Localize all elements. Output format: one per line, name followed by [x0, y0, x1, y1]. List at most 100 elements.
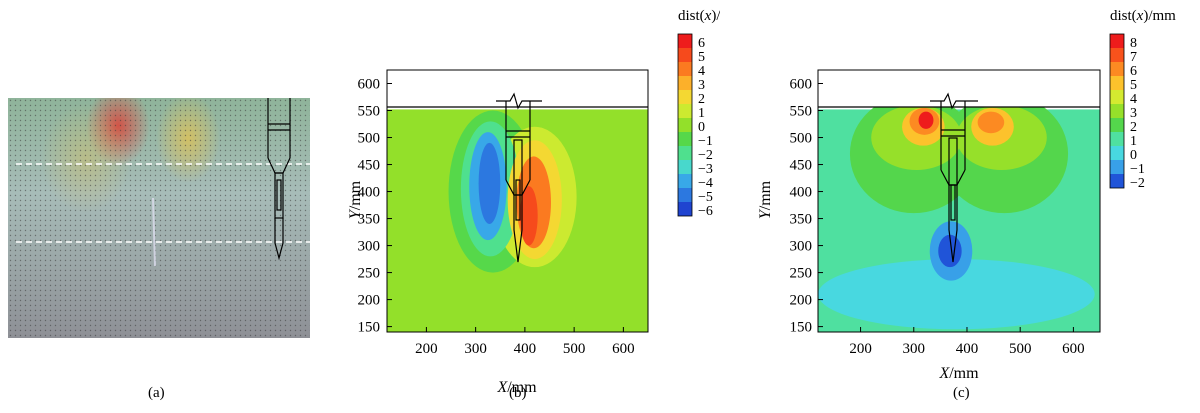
colorbar-swatch [1110, 76, 1124, 90]
y-axis-label: Y/mm [757, 180, 774, 219]
colorbar-label: −5 [698, 190, 713, 205]
y-tick-label: 300 [790, 239, 813, 255]
contour-region [977, 111, 1005, 134]
colorbar-label: 7 [1130, 50, 1137, 65]
x-tick-label: 300 [903, 341, 926, 357]
x-tick-label: 300 [464, 341, 487, 357]
y-tick-label: 550 [358, 104, 381, 120]
colorbar-swatch [678, 62, 692, 76]
y-tick-label: 350 [790, 212, 813, 228]
colorbar-label: 1 [698, 106, 705, 121]
y-tick-label: 450 [358, 158, 381, 174]
colorbar-label: 4 [1130, 92, 1137, 107]
y-tick-label: 600 [790, 77, 813, 93]
y-tick-label: 300 [358, 239, 381, 255]
y-tick-label: 500 [790, 131, 813, 147]
colorbar-label: −1 [1130, 162, 1145, 177]
colorbar-label: 8 [1130, 36, 1137, 51]
colorbar-label: −2 [1130, 176, 1145, 191]
colorbar-label: 6 [1130, 64, 1137, 79]
colorbar-swatch [678, 34, 692, 48]
colorbar-swatch [1110, 132, 1124, 146]
y-tick-label: 150 [358, 320, 381, 336]
y-tick-label: 250 [358, 266, 381, 282]
caption-a: (a) [148, 385, 165, 401]
colorbar-swatch [1110, 90, 1124, 104]
probe-icon [496, 92, 542, 263]
x-axis-label: X/mm [496, 379, 537, 396]
colorbar-label: −6 [698, 204, 713, 219]
colorbar-label: 3 [698, 78, 705, 93]
colorbar-label: 5 [698, 50, 705, 65]
colorbar-label: 4 [698, 64, 705, 79]
colorbar-swatch [1110, 118, 1124, 132]
colorbar-swatch [678, 188, 692, 202]
colorbar-swatch [1110, 34, 1124, 48]
colorbar-swatch [1110, 174, 1124, 188]
colorbar-swatch [678, 174, 692, 188]
colorbar-swatch [678, 118, 692, 132]
y-tick-label: 200 [358, 293, 381, 309]
colorbar-swatch [678, 160, 692, 174]
colorbar-title: dist(x)/mm [1110, 8, 1176, 24]
x-tick-label: 500 [563, 341, 586, 357]
y-tick-label: 200 [790, 293, 813, 309]
heatmap-b: 200 300 400 500 600 600550500450400350300250… [347, 8, 744, 396]
colorbar-swatch [678, 146, 692, 160]
y-tick-label: 150 [790, 320, 813, 336]
colorbar-label: −3 [698, 162, 713, 177]
colorbar-label: −2 [698, 148, 713, 163]
x-tick-label: 500 [1009, 341, 1032, 357]
colorbar-swatch [678, 132, 692, 146]
colorbar-title: dist(x)/mm [678, 8, 720, 24]
colorbar-swatch [678, 104, 692, 118]
plot-frame [386, 69, 649, 333]
colorbar-swatch [1110, 48, 1124, 62]
colorbar-label: 2 [1130, 120, 1137, 135]
photo-overlay [8, 82, 310, 338]
y-tick-label: 400 [790, 185, 813, 201]
contour-region [918, 111, 934, 129]
colorbar-swatch [678, 48, 692, 62]
colorbar-label: 2 [698, 92, 705, 107]
plot-frame [817, 69, 1101, 333]
colorbar-label: 5 [1130, 78, 1137, 93]
colorbar-label: 6 [698, 36, 705, 51]
colorbar-swatch [1110, 146, 1124, 160]
colorbar-swatch [1110, 160, 1124, 174]
colorbar-label: 0 [1130, 148, 1137, 163]
y-tick-label: 600 [358, 77, 381, 93]
x-tick-label: 600 [1062, 341, 1085, 357]
y-tick-label: 550 [790, 104, 813, 120]
colorbar-swatch [1110, 104, 1124, 118]
colorbar-label: −4 [698, 176, 713, 191]
colorbar-frame [1109, 33, 1125, 189]
x-tick-label: 200 [415, 341, 438, 357]
x-tick-label: 600 [612, 341, 635, 357]
x-tick-label: 200 [849, 341, 872, 357]
x-tick-label: 400 [514, 341, 537, 357]
y-tick-label: 450 [790, 158, 813, 174]
caption-b: (b) [509, 385, 527, 401]
panel-a-photo [8, 82, 310, 338]
panel-c-chart: 200 300 400 500 600 600 550 500 450 400 350 300 250… [740, 0, 1200, 408]
colorbar-swatch [678, 202, 692, 216]
x-axis-label: X/mm [938, 365, 979, 382]
colorbar-label: −1 [698, 134, 713, 149]
colorbar-label: 3 [1130, 106, 1137, 121]
y-tick-label: 350 [358, 212, 381, 228]
y-axis-label: Y/mm [347, 180, 364, 219]
contour-region [519, 186, 538, 246]
colorbar-label: 0 [698, 120, 705, 135]
colorbar-swatch [678, 76, 692, 90]
probe-icon [930, 92, 978, 263]
colorbar-swatch [678, 90, 692, 104]
panel-b-chart: 200 300 400 500 600 600 550 500 450 400 350 300 250… [300, 0, 744, 408]
y-tick-label: 500 [358, 131, 381, 147]
heatmap-c: 200 300 400 500 600 600550500450400350300250… [757, 8, 1176, 382]
y-tick-label: 400 [358, 185, 381, 201]
y-tick-label: 250 [790, 266, 813, 282]
colorbar-label: 1 [1130, 134, 1137, 149]
colorbar-frame [677, 33, 693, 217]
x-tick-label: 400 [956, 341, 979, 357]
